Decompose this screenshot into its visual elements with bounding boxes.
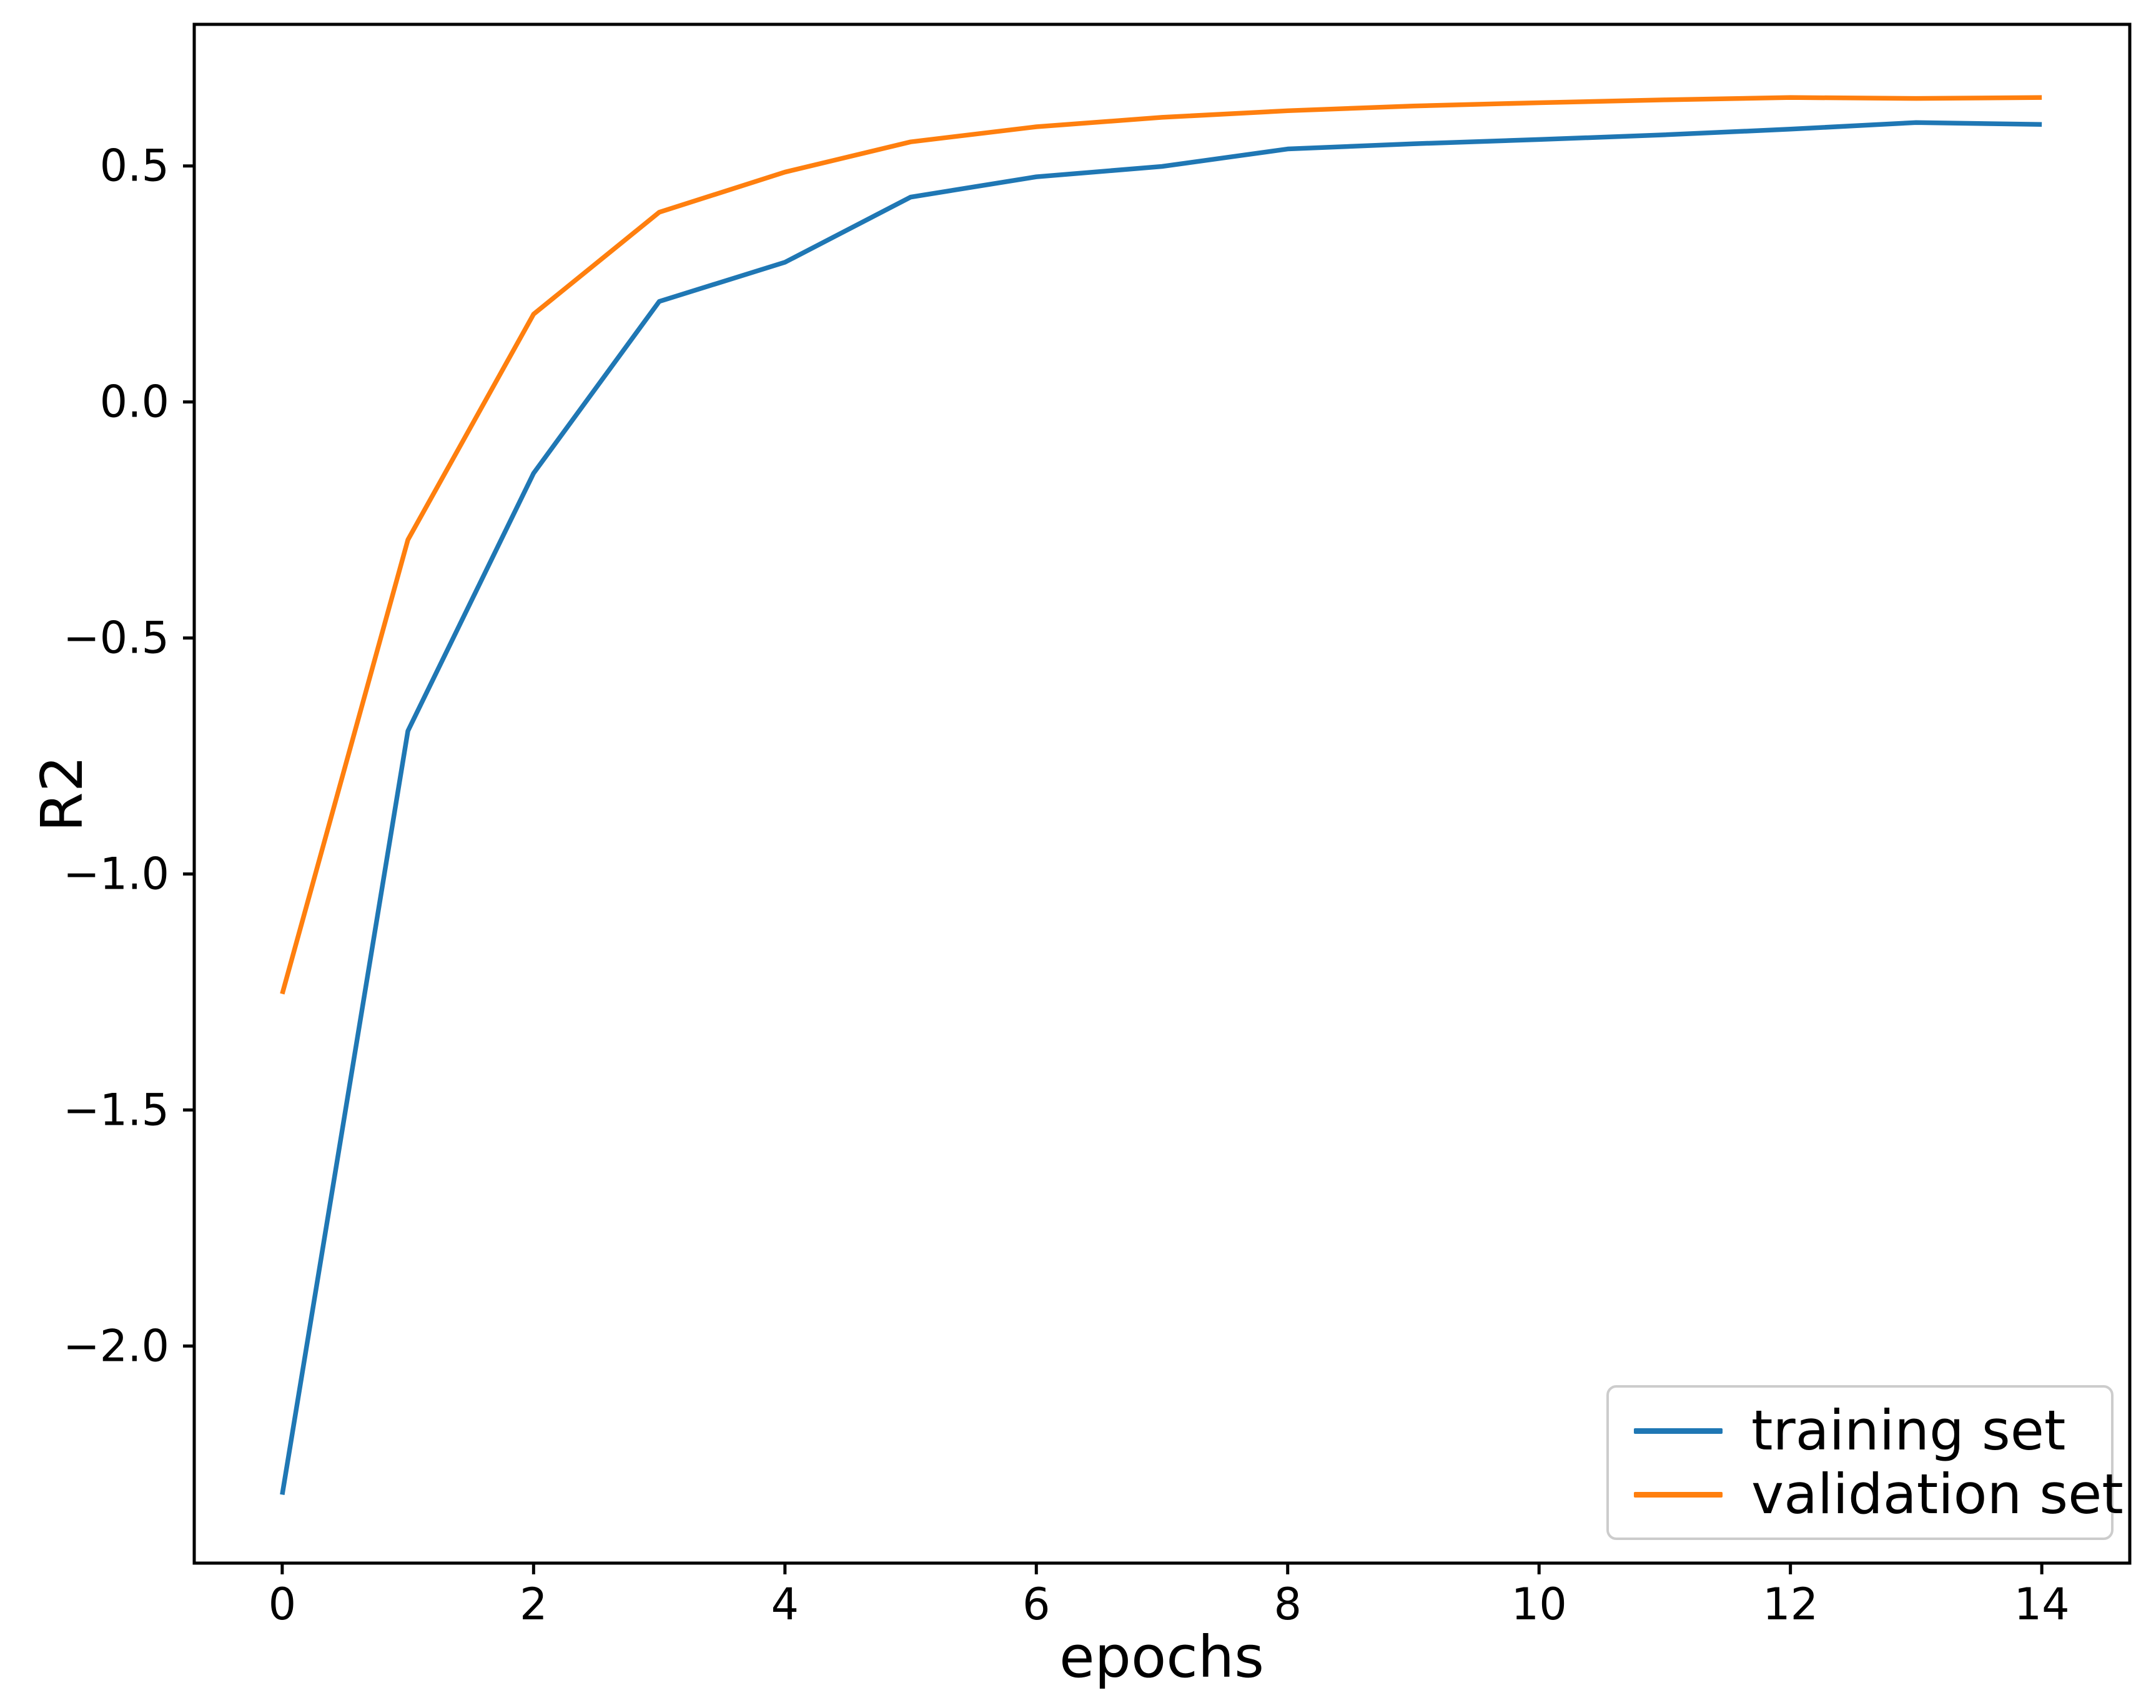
y-axis-label: R2 bbox=[29, 755, 96, 832]
y-tick-label: −2.0 bbox=[63, 1320, 169, 1371]
x-tick-label: 8 bbox=[1273, 1579, 1302, 1630]
training-line-swatch bbox=[1634, 1428, 1723, 1434]
validation-line-swatch bbox=[1634, 1491, 1723, 1498]
legend: training set validation set bbox=[1606, 1385, 2124, 1540]
y-tick-label: 0.5 bbox=[100, 141, 169, 192]
legend-item-training: training set bbox=[1634, 1403, 2111, 1458]
series-line-training-set bbox=[280, 120, 2042, 1496]
x-tick-label: 10 bbox=[1511, 1579, 1567, 1630]
legend-label-training: training set bbox=[1751, 1398, 2066, 1463]
legend-item-validation: validation set bbox=[1634, 1467, 2124, 1522]
x-tick-label: 6 bbox=[1022, 1579, 1051, 1630]
x-tick-label: 12 bbox=[1763, 1579, 1818, 1630]
y-tick-label: −1.0 bbox=[63, 848, 169, 899]
axes-spines bbox=[192, 22, 2132, 1565]
x-tick-label: 4 bbox=[771, 1579, 799, 1630]
x-axis-label: epochs bbox=[1059, 1624, 1265, 1691]
x-tick-label: 0 bbox=[269, 1579, 297, 1630]
legend-label-validation: validation set bbox=[1751, 1462, 2124, 1526]
y-tick-label: 0.0 bbox=[100, 377, 169, 428]
x-tick-label: 14 bbox=[2014, 1579, 2070, 1630]
x-tick-label: 2 bbox=[520, 1579, 548, 1630]
y-tick-label: −1.5 bbox=[63, 1084, 169, 1135]
y-tick-label: −0.5 bbox=[63, 613, 169, 664]
series-line-validation-set bbox=[280, 95, 2042, 995]
